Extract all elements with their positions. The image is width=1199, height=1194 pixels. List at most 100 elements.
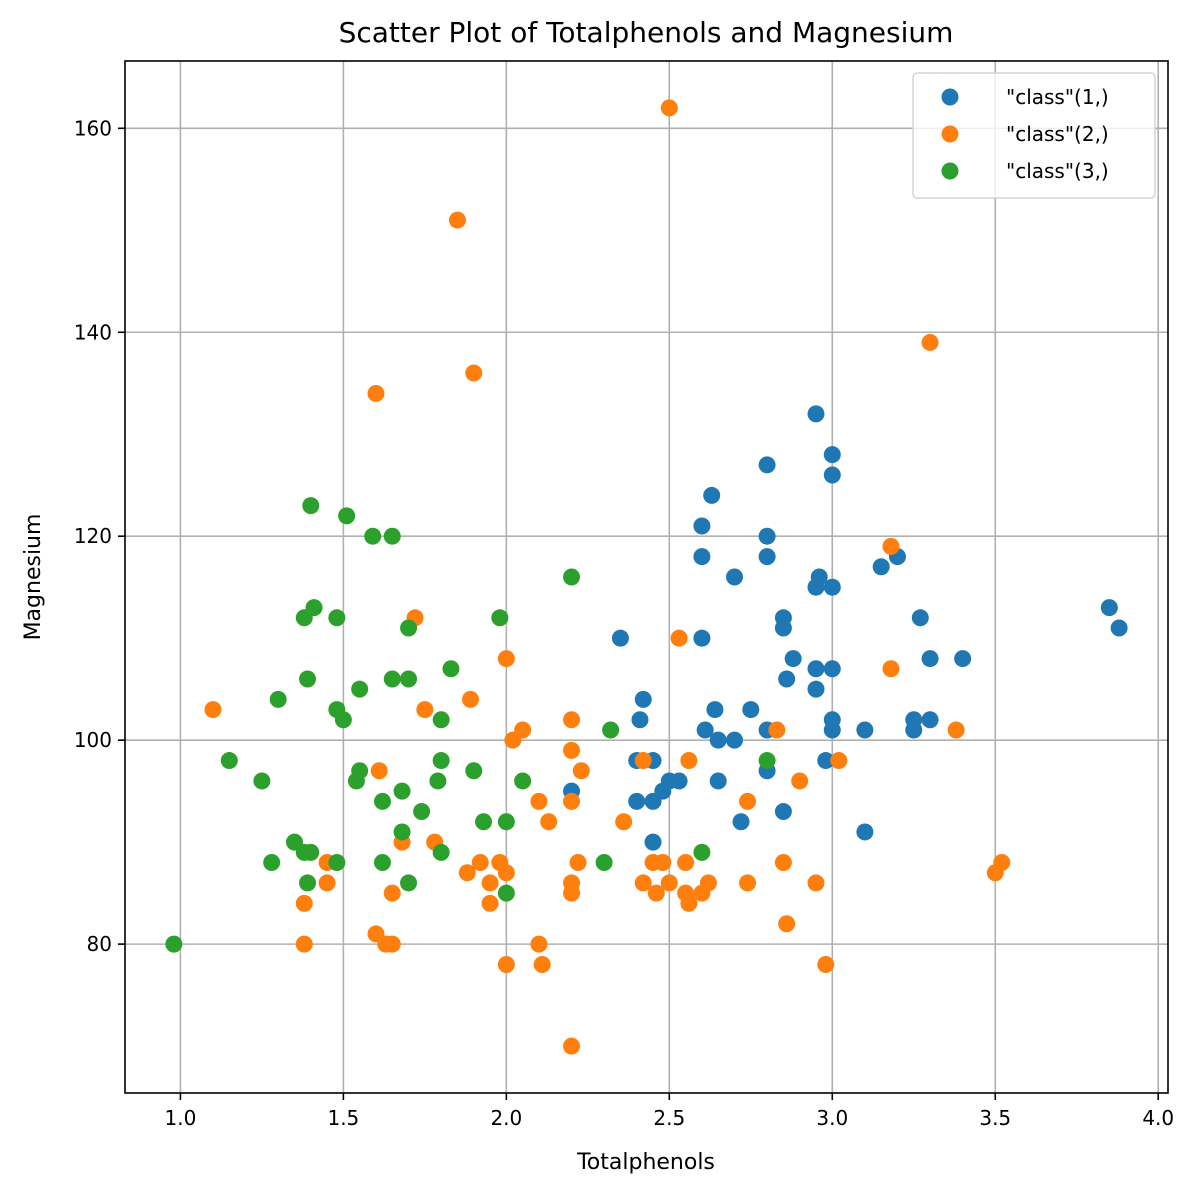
data-point [295, 894, 313, 912]
data-point [370, 762, 388, 780]
data-point [911, 609, 929, 627]
data-point [856, 721, 874, 739]
data-point [400, 619, 418, 637]
data-point [563, 711, 581, 729]
data-point [739, 874, 757, 892]
data-point [471, 854, 489, 872]
legend-box [912, 72, 1156, 199]
data-point [383, 884, 401, 902]
data-point [328, 609, 346, 627]
data-point [947, 721, 965, 739]
y-tick-label: 120 [74, 524, 112, 548]
legend-marker [941, 162, 959, 180]
data-point [954, 650, 972, 668]
y-tick-label: 100 [74, 728, 112, 752]
data-point [299, 874, 317, 892]
data-point [817, 752, 835, 770]
data-point [634, 752, 652, 770]
data-point [504, 731, 522, 749]
legend: "class"(1,) "class"(2,) "class"(3,) [912, 72, 1156, 199]
data-point [220, 752, 238, 770]
data-point [921, 650, 939, 668]
data-point [670, 629, 688, 647]
data-point [563, 741, 581, 759]
data-point [670, 772, 688, 790]
data-point [882, 660, 900, 678]
data-point [400, 874, 418, 892]
data-point [204, 701, 222, 719]
data-point [497, 650, 515, 668]
data-point [758, 752, 776, 770]
x-tick-label: 1.0 [165, 1106, 197, 1130]
data-point [432, 843, 450, 861]
data-point [647, 884, 665, 902]
data-point [373, 854, 391, 872]
data-point [413, 803, 431, 821]
data-point [654, 854, 672, 872]
data-point [540, 813, 558, 831]
data-point [458, 864, 476, 882]
data-point [726, 568, 744, 586]
data-point [383, 935, 401, 953]
chart-title: Scatter Plot of Totalphenols and Magnesi… [339, 16, 954, 49]
data-point [302, 843, 320, 861]
data-point [830, 752, 848, 770]
data-point [921, 711, 939, 729]
data-point [475, 813, 493, 831]
data-point [595, 854, 613, 872]
data-point [461, 690, 479, 708]
data-point [693, 843, 711, 861]
data-point [338, 507, 356, 525]
data-point [351, 680, 369, 698]
data-point [732, 813, 750, 831]
data-point [703, 486, 721, 504]
data-point [680, 752, 698, 770]
data-point [533, 956, 551, 974]
data-point [709, 772, 727, 790]
data-point [383, 527, 401, 545]
data-point [347, 772, 365, 790]
data-point [872, 558, 890, 576]
data-point [823, 446, 841, 464]
data-point [602, 721, 620, 739]
legend-label: "class"(1,) [1006, 85, 1109, 109]
data-point [514, 772, 532, 790]
data-point [742, 701, 760, 719]
data-point [448, 211, 466, 229]
data-point [481, 894, 499, 912]
legend-label: "class"(3,) [1006, 159, 1109, 183]
data-point [442, 660, 460, 678]
data-point [253, 772, 271, 790]
data-point [563, 884, 581, 902]
data-point [628, 792, 646, 810]
data-point [709, 731, 727, 749]
data-point [432, 752, 450, 770]
data-point [497, 813, 515, 831]
data-point [774, 854, 792, 872]
data-point [611, 629, 629, 647]
y-tick-label: 140 [74, 320, 112, 344]
data-point [677, 854, 695, 872]
data-point [778, 915, 796, 933]
data-point [758, 527, 776, 545]
data-point [563, 568, 581, 586]
data-point [791, 772, 809, 790]
data-point [660, 99, 678, 117]
data-point [530, 935, 548, 953]
data-point [726, 731, 744, 749]
data-point [634, 690, 652, 708]
data-point [429, 772, 447, 790]
legend-marker [941, 125, 959, 143]
data-point [823, 466, 841, 484]
data-point [263, 854, 281, 872]
data-point [680, 894, 698, 912]
x-tick-label: 3.0 [816, 1106, 848, 1130]
y-tick-label: 160 [74, 116, 112, 140]
data-point [432, 711, 450, 729]
data-point [302, 497, 320, 515]
data-point [530, 792, 548, 810]
data-point [318, 874, 336, 892]
data-point [334, 711, 352, 729]
y-axis-label: Magnesium [21, 514, 46, 641]
